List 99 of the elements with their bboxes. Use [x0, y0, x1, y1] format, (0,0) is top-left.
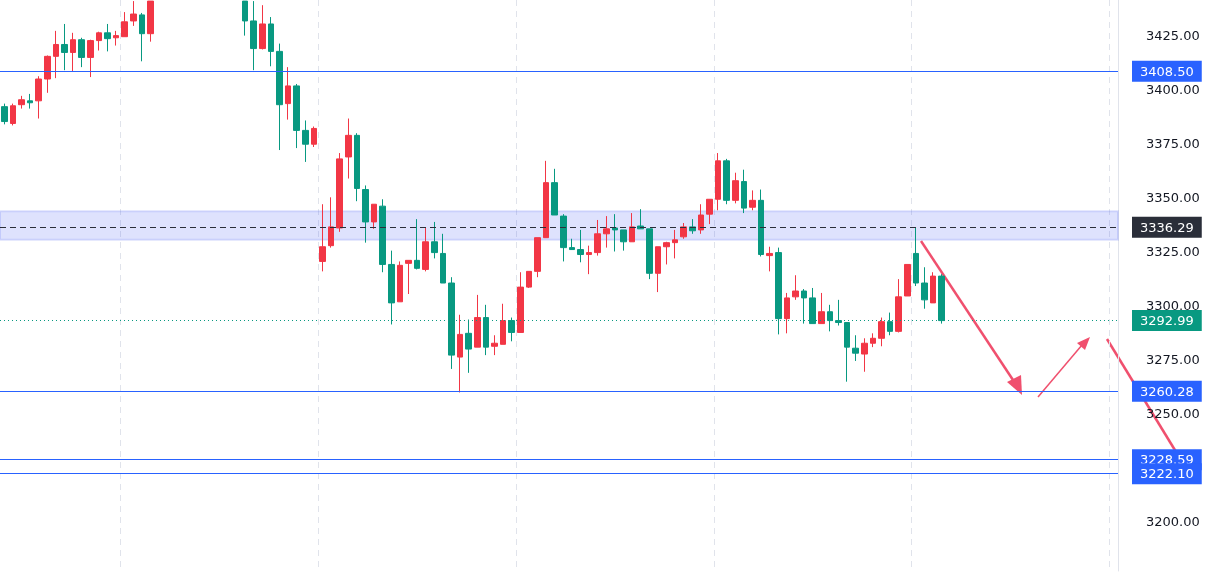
ref-line-label: 3336.29 — [1140, 219, 1194, 235]
candlestick — [78, 37, 85, 68]
candlestick — [414, 218, 420, 270]
candlestick — [61, 23, 68, 71]
candlestick — [250, 0, 257, 71]
candlestick — [792, 274, 799, 301]
candlestick — [569, 238, 575, 251]
y-tick-label: 3400.00 — [1146, 82, 1200, 98]
candlestick — [629, 212, 635, 243]
candlestick — [766, 246, 773, 272]
candlestick — [311, 126, 317, 148]
candlestick — [526, 270, 532, 289]
candlestick — [242, 0, 248, 37]
y-tick-label: 3200.00 — [1146, 513, 1200, 529]
candlestick — [147, 0, 154, 43]
candlestick — [379, 198, 386, 273]
candlestick — [44, 54, 51, 94]
y-tick-label: 3300.00 — [1146, 297, 1200, 313]
candlestick — [130, 0, 137, 27]
candlestick — [749, 189, 756, 211]
candlestick — [139, 12, 145, 62]
candlestick — [715, 152, 721, 211]
candlestick — [870, 332, 876, 348]
candlestick — [680, 222, 687, 240]
candlestick — [96, 31, 102, 52]
candlestick — [500, 303, 506, 345]
candlestick — [104, 23, 111, 52]
candlestick — [440, 233, 446, 284]
candlestick — [517, 271, 524, 333]
candlestick — [371, 203, 377, 230]
candlestick — [612, 213, 618, 252]
candlestick — [319, 203, 326, 272]
candlestick — [474, 294, 481, 348]
candlestick — [723, 158, 730, 205]
candlestick — [895, 278, 902, 333]
candlestick — [818, 292, 825, 325]
candlestick — [268, 16, 274, 67]
candlestick — [302, 119, 309, 163]
candlestick — [431, 221, 438, 259]
candlestick — [663, 241, 670, 265]
ref-line-label: 3408.50 — [1140, 63, 1194, 79]
y-tick-label: 3425.00 — [1146, 28, 1200, 44]
candlestick — [913, 227, 919, 287]
candlestick — [345, 118, 352, 180]
candlestick — [921, 266, 928, 310]
candlestick — [422, 227, 429, 272]
candlestick — [53, 30, 59, 79]
candlestick — [672, 229, 678, 259]
y-tick-label: 3325.00 — [1146, 244, 1200, 259]
candlestick — [457, 314, 463, 393]
ref-line-label: 3292.99 — [1140, 313, 1194, 329]
candlestick — [285, 66, 291, 121]
candlestick — [655, 246, 661, 293]
candlestick — [70, 32, 76, 72]
candlestick — [861, 337, 868, 373]
candlestick — [121, 11, 128, 38]
y-tick-label: 3375.00 — [1146, 136, 1200, 152]
candlestick — [405, 259, 412, 295]
candlestick — [354, 132, 360, 202]
candlestick — [259, 4, 266, 50]
candlestick — [930, 271, 936, 304]
candlestick — [543, 160, 549, 239]
candlestick — [397, 260, 403, 303]
candlestick — [113, 30, 119, 47]
candlestick — [594, 219, 601, 257]
candlestick — [336, 152, 343, 233]
candlestick — [646, 228, 653, 280]
candlestick — [603, 215, 610, 249]
candlestick — [706, 198, 713, 225]
candlestick — [87, 39, 94, 78]
ref-line-label: 3228.59 — [1140, 452, 1194, 468]
candlestick — [18, 95, 25, 110]
candlestick — [551, 168, 558, 216]
candlestick — [904, 263, 911, 297]
candlestick — [577, 229, 584, 263]
candlestick — [852, 334, 859, 362]
candlestick — [732, 172, 739, 204]
candlestick — [10, 103, 16, 126]
candlestick — [276, 43, 283, 151]
candlestick — [741, 169, 747, 214]
candlestick — [878, 317, 885, 347]
candlestick — [328, 196, 334, 249]
candlestick — [758, 189, 764, 257]
ref-line-label: 3222.10 — [1140, 466, 1194, 482]
candlestick — [35, 75, 42, 120]
y-tick-label: 3350.00 — [1146, 190, 1200, 206]
candlestick — [362, 184, 369, 244]
candlestick — [784, 292, 790, 334]
candlestick — [586, 245, 592, 275]
candlestick — [534, 237, 541, 278]
candlestick — [293, 83, 300, 149]
ref-line-label: 3260.28 — [1140, 383, 1194, 399]
candlestick — [698, 203, 704, 235]
candlestick — [620, 229, 627, 252]
candlestick — [491, 334, 498, 356]
candlestick — [560, 213, 567, 262]
candlestick — [1, 103, 8, 125]
y-tick-label: 3275.00 — [1146, 351, 1200, 367]
candlestick — [27, 93, 33, 110]
